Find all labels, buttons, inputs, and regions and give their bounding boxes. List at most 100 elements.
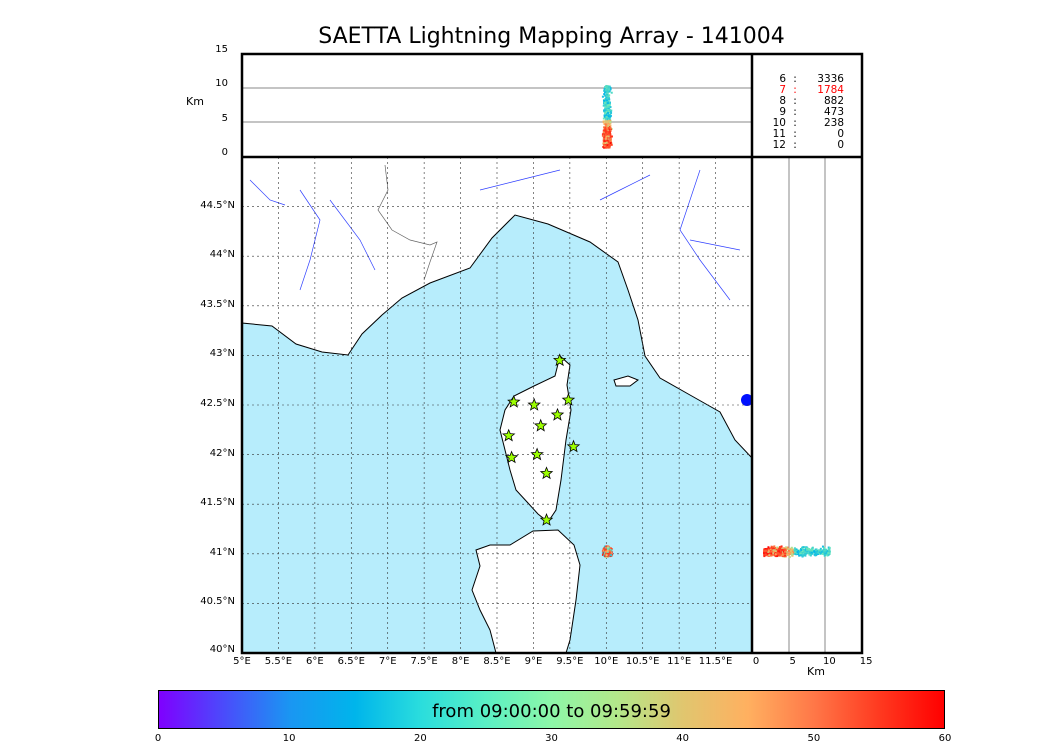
source-point-right [767, 549, 770, 552]
station-star [561, 392, 576, 406]
source-point-top [607, 134, 610, 137]
source-point-right [818, 552, 821, 555]
source-point-right [823, 554, 826, 557]
source-point-right [790, 553, 793, 556]
source-point-right [785, 551, 788, 554]
source-point-right [806, 547, 809, 550]
source-point-right [783, 548, 786, 551]
lat-tick-label: 43.5°N [200, 298, 235, 310]
lon-tick-label: 11.5°E [698, 656, 733, 667]
lat-tick-label: 40.5°N [200, 596, 235, 608]
source-point-right [819, 549, 822, 552]
source-point-top [603, 91, 606, 94]
separator: : [793, 73, 797, 85]
source-point-right [784, 550, 787, 553]
source-point-right [822, 549, 825, 552]
source-point-right [782, 550, 785, 553]
source-point-top [606, 85, 609, 88]
source-point-right [810, 550, 813, 553]
source-point-top [610, 109, 613, 112]
lat-tick-label: 44°N [209, 249, 235, 261]
source-point-top [608, 131, 611, 134]
source-point-right [771, 547, 774, 550]
source-point-top [605, 116, 608, 119]
source-point-top [604, 133, 607, 136]
source-point-right [783, 549, 786, 552]
separator: : [793, 139, 797, 151]
source-point-right [787, 552, 790, 555]
source-point-top [606, 91, 609, 94]
source-point-top [604, 86, 607, 89]
source-point-right [799, 547, 802, 550]
source-point-right [763, 549, 766, 552]
source-point-top [609, 142, 612, 145]
source-point-right [778, 552, 781, 555]
source-point-right [827, 546, 830, 549]
lat-tick-label: 42°N [209, 447, 235, 459]
source-point-right [789, 552, 792, 555]
source-point-right [811, 552, 814, 555]
source-point-right [804, 551, 807, 554]
source-point-top [603, 93, 606, 96]
source-point-right [825, 550, 828, 553]
source-point [604, 552, 607, 555]
source-point-top [602, 131, 605, 134]
station-count-row: 7: 1784 [760, 85, 844, 96]
source-point-right [787, 549, 790, 552]
source-point-right [779, 548, 782, 551]
source-point-right [806, 549, 809, 552]
station-number: 6 [779, 73, 786, 85]
source-point-right [820, 550, 823, 553]
source-point-top [604, 123, 607, 126]
source-point-top [606, 131, 609, 134]
source-point-right [823, 549, 826, 552]
colorbar-label: from 09:00:00 to 09:59:59 [432, 701, 671, 722]
figure-frame [240, 52, 864, 655]
source-point-top [609, 137, 612, 140]
source-point-right [779, 546, 782, 549]
source-point-right [763, 551, 766, 554]
source-point-right [801, 546, 804, 549]
separator: : [793, 84, 797, 96]
source-point-right [776, 555, 779, 558]
source-point-top [609, 124, 612, 127]
source-point-right [770, 554, 773, 557]
source-point-top [607, 88, 610, 91]
source-point [608, 551, 611, 554]
source-point-right [796, 551, 799, 554]
source-point-top [605, 109, 608, 112]
colorbar-tick-label: 50 [807, 733, 821, 744]
source-point-top [608, 104, 611, 107]
separator: : [793, 106, 797, 118]
colorbar-tick-label: 20 [413, 733, 427, 744]
colorbar-tick-label: 10 [282, 733, 296, 744]
source-point-right [811, 549, 814, 552]
source-point-right [825, 551, 828, 554]
right-altitude-panel [752, 157, 862, 653]
source-point-right [806, 552, 809, 555]
source-point-top [604, 90, 607, 93]
source-point-right [781, 553, 784, 556]
source-point-top [609, 106, 612, 109]
source-point-top [608, 123, 611, 126]
sardinia [471, 529, 581, 654]
station-count-row: 10: 238 [760, 118, 844, 129]
station-star [539, 513, 554, 526]
source-point-right [790, 548, 793, 551]
source-point-top [609, 86, 612, 89]
source-point-right [771, 552, 774, 555]
source-point-top [603, 109, 606, 112]
source-point-top [609, 114, 612, 117]
source-point-top [606, 109, 609, 112]
source-point-top [604, 94, 607, 97]
source-point [605, 554, 608, 557]
lon-tick-label: 6.5°E [337, 656, 365, 667]
source-point-top [606, 93, 609, 96]
source-point-top [608, 90, 611, 93]
source-point-right [770, 550, 773, 553]
source-point-top [603, 129, 606, 132]
source-point [609, 547, 612, 550]
source-point-top [606, 102, 609, 105]
source-point [606, 554, 609, 557]
